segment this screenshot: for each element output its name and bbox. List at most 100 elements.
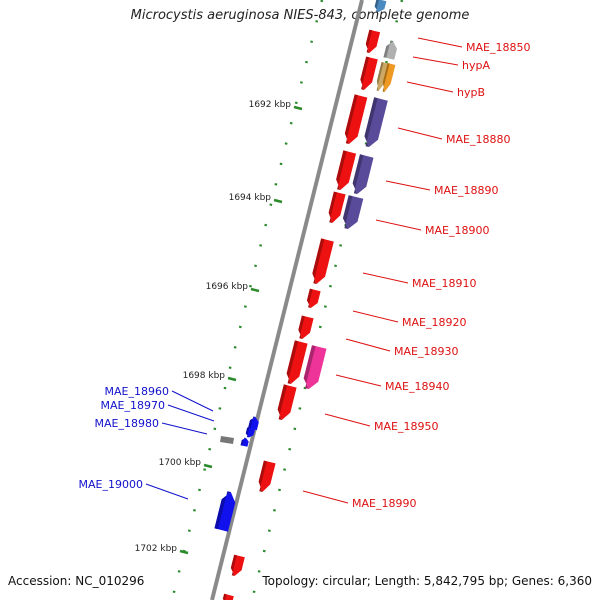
gene-label-leader: [352, 310, 399, 323]
gene-label[interactable]: MAE_18950: [374, 420, 438, 433]
gene-arrow[interactable]: [307, 288, 321, 308]
gene-arrow-body: [312, 238, 334, 284]
gene-arrow[interactable]: [312, 238, 334, 284]
gene-arrow-shade: [240, 437, 246, 446]
gene-arrow[interactable]: [214, 491, 236, 532]
gene-arrow-shade: [364, 97, 378, 147]
gene-arrow-shade: [248, 416, 256, 429]
gene-label-leader: [324, 413, 371, 427]
gene-arrow-shade: [343, 195, 353, 229]
gene-arrow[interactable]: [343, 195, 364, 229]
gene-arrow[interactable]: [360, 56, 378, 90]
gene-arrow-shade: [376, 62, 384, 91]
tick-label: 1702 kbp: [135, 544, 178, 554]
gene-arrow[interactable]: [258, 460, 276, 492]
gene-arrow-shade: [222, 593, 227, 600]
gene-arrow-body: [286, 340, 308, 384]
gene-arrow-shade: [258, 460, 267, 492]
tick-mark: [227, 376, 237, 382]
gene-arrow-shade: [245, 427, 250, 438]
gene-label-leader: [385, 180, 431, 191]
gene-arrow-shade: [365, 29, 373, 53]
map-title: Microcystis aeruginosa NIES-843, complet…: [130, 8, 470, 23]
gene-arrow-shade: [286, 340, 299, 384]
gene-arrow-shade: [230, 554, 237, 576]
gene-arrow-shade: [277, 384, 288, 420]
gene-label[interactable]: hypA: [462, 59, 490, 72]
gene-arrow[interactable]: [352, 154, 374, 194]
gene-label[interactable]: MAE_18920: [402, 316, 466, 329]
gene-arrow[interactable]: [230, 554, 245, 576]
gene-label[interactable]: MAE_18990: [352, 497, 416, 510]
tick-layer: 1692 kbp 1694 kbp 1696 kbp 1698 kbp 1700 kbp…: [135, 100, 303, 555]
gene-label-leader: [145, 483, 189, 500]
gene-arrow-shade: [382, 63, 390, 92]
gene-arrow[interactable]: [277, 384, 297, 420]
genome-backbone: [210, 0, 364, 600]
gene-arrow-shade: [214, 491, 231, 530]
gene-label[interactable]: MAE_18890: [434, 184, 498, 197]
gene-arrow-shade: [344, 94, 358, 144]
gene-label[interactable]: MAE_18930: [394, 345, 458, 358]
tick-mark: [293, 105, 303, 111]
gene-arrow[interactable]: [365, 29, 381, 53]
ring-dotted-line: [250, 0, 404, 600]
gene-arrow-shade: [360, 56, 370, 90]
gene-arrow[interactable]: [222, 593, 234, 600]
gene-arrow[interactable]: [286, 340, 308, 384]
tick-label: 1698 kbp: [183, 371, 226, 381]
gene-label[interactable]: MAE_18970: [101, 399, 165, 412]
tick-label: 1694 kbp: [229, 193, 272, 203]
gene-arrow-gray[interactable]: [220, 436, 234, 444]
gene-label-leader: [417, 37, 463, 48]
ring-dotted-line: [170, 0, 324, 600]
gene-arrow-shade: [312, 238, 325, 284]
gene-arrow[interactable]: [298, 315, 314, 339]
gene-arrow[interactable]: [248, 416, 259, 431]
tick-label: 1700 kbp: [159, 458, 202, 468]
gene-arrow-shade: [352, 154, 364, 194]
gene-label-leader: [362, 272, 409, 284]
gene-arrow[interactable]: [383, 40, 398, 60]
gene-label[interactable]: MAE_18940: [385, 380, 449, 393]
gene-label-leader: [375, 219, 422, 231]
gene-label-leader: [167, 404, 215, 422]
tick-mark: [179, 549, 189, 555]
gene-label[interactable]: MAE_18910: [412, 277, 476, 290]
gene-arrow[interactable]: [364, 97, 388, 147]
gene-arrow-shade: [383, 40, 394, 58]
gene-arrow[interactable]: [344, 94, 368, 144]
gene-arrow[interactable]: [245, 427, 255, 438]
gene-arrow-shade: [374, 0, 379, 12]
tick-label: 1692 kbp: [249, 100, 292, 110]
accession-text: Accession: NC_010296: [8, 574, 145, 588]
gene-label-leader: [345, 338, 391, 352]
gene-arrow[interactable]: [303, 345, 327, 389]
tick-label: 1696 kbp: [206, 282, 249, 292]
gene-label-leader: [335, 374, 382, 387]
gene-label[interactable]: MAE_18900: [425, 224, 489, 237]
gene-label-leader: [412, 56, 459, 66]
gene-arrow[interactable]: [336, 150, 357, 190]
gene-arrow[interactable]: [374, 0, 387, 12]
gene-label[interactable]: MAE_18850: [466, 41, 530, 54]
gene-label-leader: [302, 490, 349, 504]
gene-arrow[interactable]: [382, 63, 396, 92]
gene-label-leader: [397, 127, 443, 140]
tick-mark: [250, 287, 260, 293]
gene-arrow-shade: [328, 191, 337, 223]
label-layer: MAE_18850 hypA hypB MAE_18880 MAE_18890 MAE_1…: [79, 37, 530, 510]
gene-arrow-shade: [298, 315, 305, 339]
gene-label-leader: [171, 390, 214, 412]
gene-label[interactable]: MAE_18960: [105, 385, 169, 398]
gene-label[interactable]: hypB: [457, 86, 485, 99]
gene-arrow-shade: [307, 288, 313, 308]
gene-arrow[interactable]: [328, 191, 346, 223]
tick-mark: [203, 463, 213, 469]
gene-arrow-shade: [336, 150, 347, 190]
tick-mark: [273, 198, 283, 204]
gene-label[interactable]: MAE_18980: [95, 417, 159, 430]
gene-label[interactable]: MAE_18880: [446, 133, 510, 146]
gene-arrow[interactable]: [240, 437, 249, 447]
gene-label[interactable]: MAE_19000: [79, 478, 143, 491]
